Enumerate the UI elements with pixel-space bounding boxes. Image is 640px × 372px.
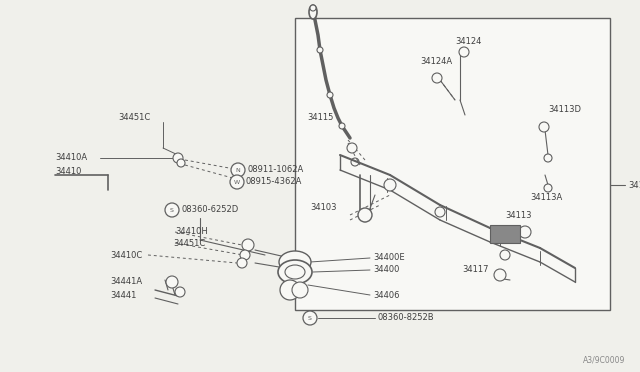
Text: 34410H: 34410H: [175, 228, 208, 237]
Text: 34116: 34116: [490, 237, 516, 247]
Circle shape: [544, 154, 552, 162]
Text: 08360-6252D: 08360-6252D: [181, 205, 238, 215]
Text: 34124: 34124: [455, 38, 481, 46]
Text: 34103: 34103: [310, 203, 337, 212]
Text: S: S: [170, 208, 174, 212]
Circle shape: [177, 159, 185, 167]
Text: 34451C: 34451C: [118, 113, 150, 122]
Text: 08911-1062A: 08911-1062A: [247, 166, 303, 174]
Text: 34115: 34115: [307, 113, 333, 122]
Circle shape: [175, 287, 185, 297]
Circle shape: [242, 239, 254, 251]
Circle shape: [435, 207, 445, 217]
Text: 08915-4362A: 08915-4362A: [246, 177, 302, 186]
Text: 34113D: 34113D: [548, 106, 581, 115]
Circle shape: [494, 269, 506, 281]
Circle shape: [358, 208, 372, 222]
Text: 08360-8252B: 08360-8252B: [378, 314, 435, 323]
Circle shape: [230, 175, 244, 189]
Circle shape: [310, 5, 316, 11]
Text: W: W: [234, 180, 240, 185]
Text: S: S: [308, 315, 312, 321]
Text: 34400: 34400: [373, 266, 399, 275]
Circle shape: [459, 47, 469, 57]
Circle shape: [327, 92, 333, 98]
Circle shape: [317, 47, 323, 53]
Text: 34102: 34102: [628, 180, 640, 189]
Ellipse shape: [278, 260, 312, 284]
Circle shape: [231, 163, 245, 177]
Text: 34400E: 34400E: [373, 253, 404, 263]
Circle shape: [237, 258, 247, 268]
Circle shape: [384, 179, 396, 191]
Text: N: N: [236, 167, 241, 173]
Circle shape: [303, 311, 317, 325]
Text: 34410A: 34410A: [55, 154, 87, 163]
Circle shape: [539, 122, 549, 132]
Text: A3/9C0009: A3/9C0009: [582, 356, 625, 365]
Text: 34451C: 34451C: [173, 238, 205, 247]
Ellipse shape: [309, 5, 317, 19]
Circle shape: [240, 250, 250, 260]
Text: 34117: 34117: [462, 266, 488, 275]
Circle shape: [280, 280, 300, 300]
Circle shape: [347, 143, 357, 153]
Text: 34441A: 34441A: [110, 278, 142, 286]
Ellipse shape: [279, 251, 311, 273]
Text: 34410C: 34410C: [110, 250, 142, 260]
Text: 34441: 34441: [110, 292, 136, 301]
Circle shape: [544, 184, 552, 192]
Text: 34406: 34406: [373, 291, 399, 299]
Circle shape: [519, 226, 531, 238]
Bar: [490, 225, 520, 243]
Text: 34124A: 34124A: [420, 58, 452, 67]
Circle shape: [165, 203, 179, 217]
Text: 34113: 34113: [505, 211, 531, 219]
Text: 34410: 34410: [55, 167, 81, 176]
Circle shape: [500, 250, 510, 260]
Ellipse shape: [285, 265, 305, 279]
Circle shape: [339, 123, 345, 129]
Bar: [295, 18, 610, 310]
Text: 34113A: 34113A: [530, 193, 563, 202]
Circle shape: [166, 276, 178, 288]
Circle shape: [292, 282, 308, 298]
Circle shape: [173, 153, 183, 163]
Circle shape: [432, 73, 442, 83]
